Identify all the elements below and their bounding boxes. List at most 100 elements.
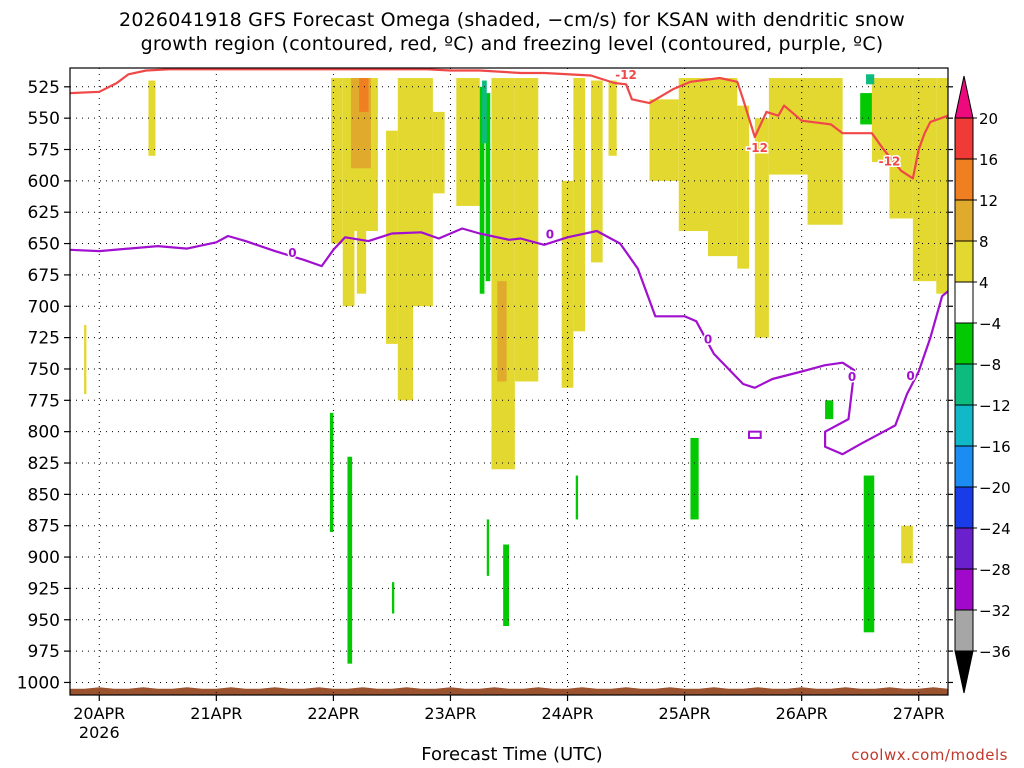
- colorbar-tick-label: 12: [979, 192, 998, 210]
- freezing-label: 0: [906, 369, 914, 383]
- omega-region: [331, 78, 343, 244]
- y-tick-label: 525: [28, 78, 60, 98]
- omega-region: [649, 99, 679, 181]
- colorbar-tick-label: −20: [979, 479, 1011, 497]
- omega-region: [863, 475, 875, 633]
- omega-region: [347, 456, 353, 664]
- freezing-label: 0: [704, 333, 712, 347]
- x-tick-label: 23APR: [424, 704, 476, 723]
- colorbar-tick-label: −8: [979, 356, 1001, 374]
- omega-region: [936, 78, 948, 294]
- omega-region: [482, 80, 487, 144]
- colorbar-tick-label: −32: [979, 602, 1011, 620]
- omega-region: [456, 78, 480, 206]
- dgz-label: -12: [879, 155, 901, 169]
- colorbar-segment: [954, 322, 974, 365]
- omega-region: [768, 78, 808, 175]
- colorbar-segment: [954, 117, 974, 160]
- omega-region: [329, 412, 334, 532]
- colorbar-segment: [954, 363, 974, 406]
- colorbar-tick-label: −12: [979, 397, 1011, 415]
- colorbar-tick-label: −28: [979, 561, 1011, 579]
- y-tick-label: 700: [28, 297, 60, 317]
- omega-region: [514, 78, 539, 382]
- omega-region: [889, 78, 913, 219]
- chart-title-line2: growth region (contoured, red, ºC) and f…: [140, 33, 884, 55]
- y-tick-label: 875: [28, 517, 60, 537]
- y-tick-label: 775: [28, 391, 60, 411]
- plot-frame: [69, 67, 949, 696]
- ground-surface: [70, 687, 948, 695]
- y-tick-label: 675: [28, 266, 60, 286]
- omega-region: [737, 105, 749, 269]
- y-tick-label: 600: [28, 172, 60, 192]
- omega-region: [148, 80, 156, 156]
- colorbar-bottom-arrow: [954, 650, 974, 694]
- omega-region: [491, 78, 515, 470]
- colorbar-tick-label: 4: [979, 274, 989, 292]
- omega-region: [413, 78, 433, 307]
- x-tick-label: 20APR: [73, 704, 125, 723]
- y-tick-label: 650: [28, 235, 60, 255]
- y-tick-label: 550: [28, 109, 60, 129]
- colorbar-tick-label: 20: [979, 110, 998, 128]
- freezing-level-line: [70, 227, 948, 456]
- freezing-level-blob: [747, 430, 762, 439]
- x-tick-label: 27APR: [893, 704, 945, 723]
- freezing-label: 0: [546, 227, 554, 241]
- omega-region: [807, 78, 843, 225]
- chart-title-line1: 2026041918 GFS Forecast Omega (shaded, −…: [119, 9, 905, 31]
- y-tick-label: 625: [28, 203, 60, 223]
- y-tick-label: 950: [28, 611, 60, 631]
- y-tick-label: 925: [28, 579, 60, 599]
- x-tick-label: 22APR: [307, 704, 359, 723]
- colorbar-tick-label: −36: [979, 643, 1011, 661]
- omega-region: [575, 475, 579, 520]
- omega-region: [391, 582, 395, 614]
- x-tick-label: 25APR: [659, 704, 711, 723]
- y-tick-label: 800: [28, 423, 60, 443]
- colorbar-segment: [954, 404, 974, 447]
- omega-region: [866, 74, 875, 85]
- plot-area: -12 -12 -12 0 0 0 0 0: [70, 68, 948, 695]
- x-tick-label: 26APR: [776, 704, 828, 723]
- omega-region: [397, 78, 414, 401]
- omega-region: [912, 78, 937, 282]
- omega-region: [754, 118, 769, 338]
- colorbar-top-arrow: [954, 75, 974, 119]
- freezing-label: 0: [848, 370, 856, 384]
- omega-region: [359, 78, 369, 112]
- colorbar-tick-label: 8: [979, 233, 989, 251]
- omega-region: [84, 325, 87, 395]
- colorbar-segment: [954, 527, 974, 570]
- y-tick-label: 850: [28, 485, 60, 505]
- y-tick-label: 900: [28, 548, 60, 568]
- omega-region: [573, 78, 586, 332]
- omega-region: [503, 544, 509, 627]
- colorbar-tick-label: 16: [979, 151, 998, 169]
- colorbar-segment: [954, 240, 974, 283]
- x-tick-label: 21APR: [190, 704, 242, 723]
- dgz-label: -12: [746, 141, 768, 155]
- omega-region: [486, 519, 490, 576]
- omega-region: [485, 93, 491, 282]
- colorbar-segment: [954, 486, 974, 529]
- colorbar-segment: [954, 199, 974, 242]
- omega-region: [590, 80, 603, 263]
- x-tick-label: 24APR: [541, 704, 593, 723]
- x-axis-label: Forecast Time (UTC): [421, 744, 603, 765]
- omega-region: [479, 86, 485, 294]
- omega-region: [678, 78, 709, 232]
- y-tick-label: 825: [28, 454, 60, 474]
- omega-region: [386, 130, 398, 344]
- colorbar-segment: [954, 568, 974, 611]
- dgz-label: -12: [615, 68, 637, 82]
- omega-region: [860, 93, 872, 125]
- y-tick-label: 725: [28, 329, 60, 349]
- omega-region: [825, 400, 834, 420]
- freezing-label: 0: [288, 246, 296, 260]
- colorbar-tick-label: −4: [979, 315, 1001, 333]
- omega-region: [497, 281, 507, 382]
- credit-text: coolwx.com/models: [851, 746, 1008, 764]
